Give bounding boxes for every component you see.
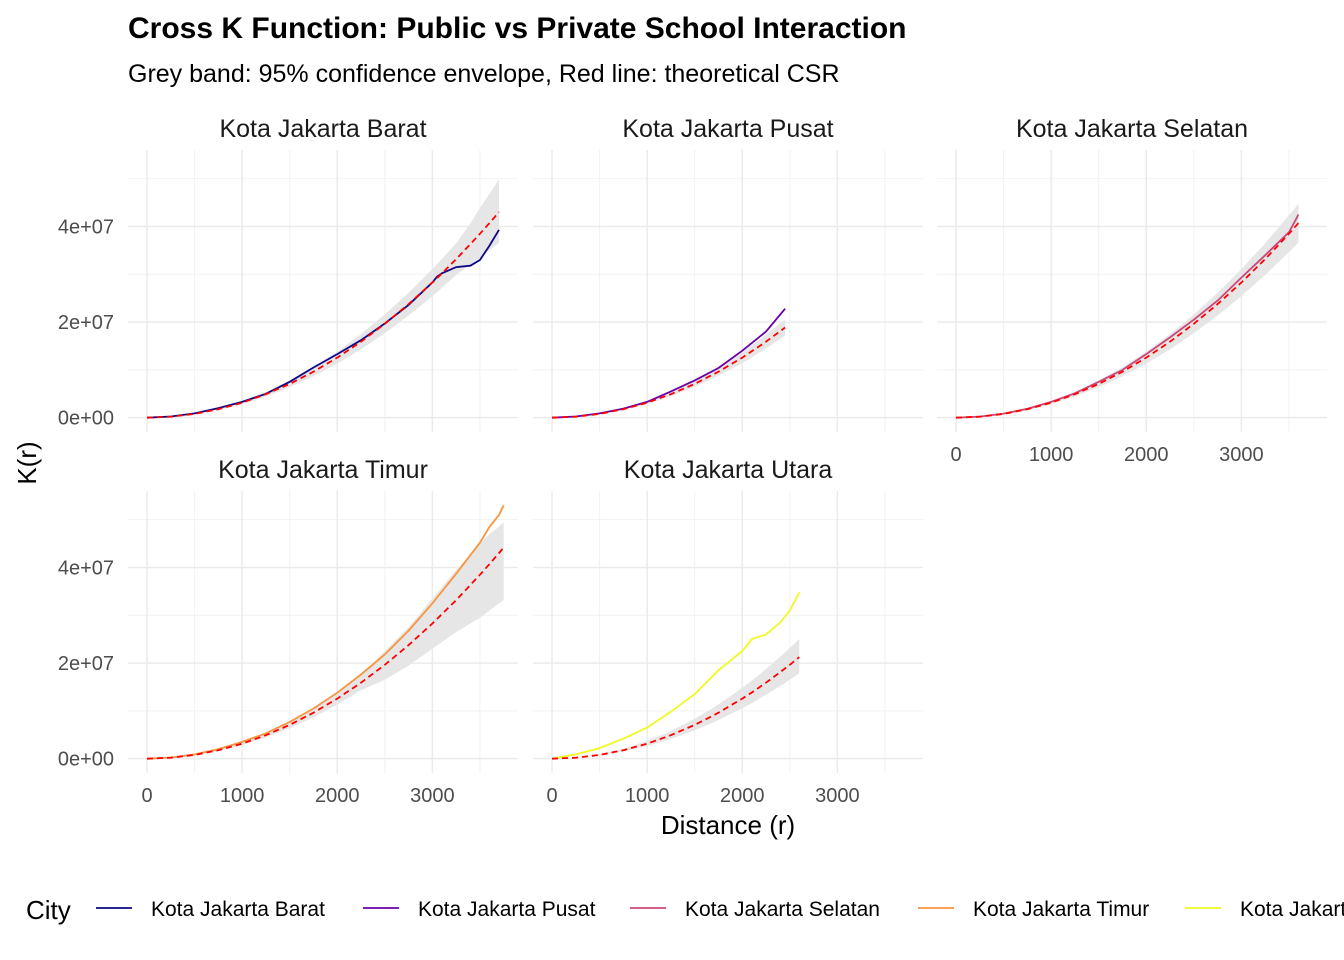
- x-tick-label: 0: [950, 444, 961, 466]
- facet-label: Kota Jakarta Barat: [219, 115, 426, 143]
- x-tick-label: 1000: [1029, 444, 1074, 466]
- legend: City Kota Jakarta Barat Kota Jakarta Pusa…: [26, 895, 1344, 925]
- x-tick-label: 3000: [815, 785, 860, 807]
- x-tick-label: 2000: [720, 785, 765, 807]
- x-tick-label: 0: [546, 785, 557, 807]
- facet-label: Kota Jakarta Selatan: [1016, 115, 1248, 143]
- legend-item: Kota Jakarta Selatan: [630, 898, 880, 921]
- legend-title: City: [26, 895, 71, 925]
- observed-line: [955, 214, 1300, 419]
- observed-line: [551, 308, 786, 419]
- y-tick-label: 2e+07: [58, 312, 114, 334]
- x-tick-label: 1000: [220, 785, 265, 807]
- y-axis-title: K(r): [12, 441, 42, 484]
- y-tick-label: 0e+00: [58, 408, 114, 430]
- panel-1: Kota Jakarta Barat 0e+00 2e+07 4e+07: [58, 115, 518, 432]
- theoretical-csr-line: [955, 222, 1300, 419]
- facet-label: Kota Jakarta Timur: [218, 456, 428, 484]
- confidence-envelope: [552, 319, 786, 418]
- panel-5: Kota Jakarta Utara 0 1000 2000 3000: [533, 456, 923, 807]
- chart-title: Cross K Function: Public vs Private Scho…: [128, 12, 906, 45]
- panel-4: Kota Jakarta Timur 0 1000 2000 3000 0e+00 2e+0…: [58, 456, 518, 807]
- x-tick-label: 3000: [410, 785, 455, 807]
- legend-label: Kota Jakarta Pusat: [418, 898, 596, 921]
- x-tick-label: 2000: [315, 785, 360, 807]
- observed-line: [146, 504, 505, 760]
- panel-3: Kota Jakarta Selatan 0 1000 2000 3000: [937, 115, 1327, 466]
- y-tick-label: 0e+00: [58, 749, 114, 771]
- theoretical-csr-line: [146, 546, 505, 760]
- y-tick-label: 2e+07: [58, 653, 114, 675]
- legend-item: Kota Jakarta Timur: [918, 898, 1149, 921]
- theoretical-csr-line: [551, 656, 800, 760]
- x-axis-title: Distance (r): [661, 810, 795, 840]
- y-tick-label: 4e+07: [58, 216, 114, 238]
- legend-item: Kota Jakarta Barat: [96, 898, 325, 921]
- confidence-envelope: [147, 522, 504, 759]
- legend-label: Kota Jakarta Barat: [151, 898, 325, 921]
- facet-label: Kota Jakarta Pusat: [622, 115, 833, 143]
- x-tick-label: 3000: [1219, 444, 1264, 466]
- facet-label: Kota Jakarta Utara: [624, 456, 833, 484]
- legend-item: Kota Jakarta Utara: [1185, 898, 1344, 921]
- x-tick-label: 1000: [625, 785, 670, 807]
- legend-label: Kota Jakarta Timur: [973, 898, 1149, 921]
- panel-2: Kota Jakarta Pusat: [533, 115, 923, 432]
- x-tick-label: 0: [141, 785, 152, 807]
- theoretical-csr-line: [146, 211, 500, 419]
- theoretical-csr-line: [551, 326, 786, 419]
- observed-line: [551, 591, 801, 760]
- x-tick-label: 2000: [1124, 444, 1169, 466]
- confidence-envelope: [147, 179, 499, 418]
- chart-subtitle: Grey band: 95% confidence envelope, Red …: [128, 60, 840, 88]
- legend-label: Kota Jakarta Selatan: [685, 898, 880, 921]
- confidence-envelope: [552, 638, 800, 759]
- legend-item: Kota Jakarta Pusat: [363, 898, 596, 921]
- observed-line: [146, 229, 500, 419]
- y-tick-label: 4e+07: [58, 557, 114, 579]
- confidence-envelope: [956, 203, 1299, 418]
- legend-label: Kota Jakarta Utara: [1240, 898, 1344, 921]
